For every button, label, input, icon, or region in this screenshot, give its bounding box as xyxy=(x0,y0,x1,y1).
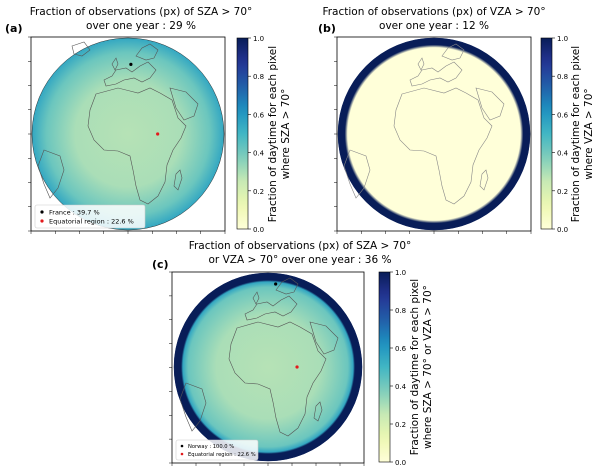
panel-b-europe-coast xyxy=(409,61,463,87)
panel-a-legend-label-1: Equatorial region : 22.6 % xyxy=(49,218,134,226)
colorbar-tick-label: 1.0 xyxy=(395,269,406,277)
panel-b-coastlines xyxy=(343,43,505,205)
panel-c-legend-label-0: Norway : 100.0 % xyxy=(188,444,234,450)
panel-b-madagascar-coast xyxy=(479,169,489,191)
panel-b-title-line1: Fraction of observations (px) of VZA > 7… xyxy=(322,6,545,18)
panel-a-south-america-coast xyxy=(37,149,65,199)
panel-a-legend-marker-1 xyxy=(40,219,44,223)
panel-a-madagascar-coast xyxy=(173,169,183,191)
panel-c-arabia-coast xyxy=(309,321,339,355)
panel-b-colorbar-ticks: 0.0 0.2 0.4 0.6 0.8 1.0 xyxy=(552,35,569,234)
panel-a-greenland-coast xyxy=(71,41,91,57)
panel-a-colorbar-ticks: 0.0 0.2 0.4 0.6 0.8 1.0 xyxy=(248,35,265,234)
panel-b-south-america-coast xyxy=(343,149,371,199)
site-marker-1 xyxy=(295,365,299,369)
panel-c-title-line1: Fraction of observations (px) of SZA > 7… xyxy=(189,240,412,252)
panel-c-frame-ticks xyxy=(169,271,365,466)
panel-a-disk xyxy=(31,37,225,231)
panel-a-britain-coast xyxy=(111,57,119,71)
panel-c-legend-label-1: Equatorial region : 22.6 % xyxy=(188,452,256,458)
panel-c-south-america-coast xyxy=(179,382,207,432)
panel-c-legend: Norway : 100.0 % Equatorial region : 22.… xyxy=(175,439,259,461)
panel-a-africa-coast xyxy=(87,87,187,205)
panel-c-madagascar-coast xyxy=(313,401,323,422)
panel-a-label: (a) xyxy=(5,22,22,35)
panel-c-label: (c) xyxy=(152,258,169,271)
panel-a-scandinavia-coast xyxy=(135,43,159,61)
site-marker-1 xyxy=(156,132,160,136)
panel-a-colorbar xyxy=(236,37,249,230)
colorbar-tick-label: 1.0 xyxy=(557,35,568,43)
panel-a-legend-marker-0 xyxy=(40,210,44,214)
panel-b-scandinavia-coast xyxy=(441,43,465,61)
panel-b-colorbar-label-line1: Fraction of daytime for each pixel xyxy=(570,46,582,222)
colorbar-tick-label: 0.8 xyxy=(253,73,264,81)
colorbar-tick-label: 0.0 xyxy=(557,226,568,234)
panel-c-legend-box xyxy=(175,439,259,461)
panel-c-scandinavia-coast xyxy=(275,277,299,295)
panel-b-title-line2: over one year : 12 % xyxy=(379,20,489,32)
panel-a-frame-ticks xyxy=(28,36,226,234)
panel-a-title-line1: Fraction of observations (px) of SZA > 7… xyxy=(30,6,253,18)
site-marker-0 xyxy=(129,62,133,66)
panel-c-africa-coast xyxy=(228,321,327,437)
colorbar-tick-label: 0.8 xyxy=(557,73,568,81)
colorbar-tick-label: 0.6 xyxy=(395,345,407,353)
colorbar-tick-label: 0.0 xyxy=(395,459,406,467)
panel-c-markers xyxy=(274,282,299,369)
colorbar-tick-label: 0.6 xyxy=(557,111,569,119)
colorbar-tick-label: 0.2 xyxy=(395,421,406,429)
panel-c-title-line2: or VZA > 70° over one year : 36 % xyxy=(208,254,391,266)
site-marker-0 xyxy=(274,282,278,286)
panel-c-colorbar-ticks: 0.0 0.2 0.4 0.6 0.8 1.0 xyxy=(390,269,407,467)
panel-b-colorbar-label-line2: where VZA > 70° xyxy=(583,88,595,179)
panel-c-legend-marker-1 xyxy=(180,452,184,456)
panel-b-africa-coast xyxy=(393,87,493,205)
panel-a-markers xyxy=(129,62,160,136)
colorbar-tick-label: 0.0 xyxy=(253,226,264,234)
panel-c-colorbar xyxy=(378,271,391,463)
panel-c-colorbar-label-line2: where SZA > 70° or VZA > 70° xyxy=(422,285,434,449)
panel-b-arabia-coast xyxy=(475,87,505,121)
colorbar-tick-label: 0.6 xyxy=(253,111,265,119)
colorbar-tick-label: 0.2 xyxy=(557,188,568,196)
panel-b-britain-coast xyxy=(417,57,425,71)
panel-b-colorbar xyxy=(540,37,553,230)
panel-a-colorbar-label-line1: Fraction of daytime for each pixel xyxy=(267,46,279,222)
panel-a-title-line2: over one year : 29 % xyxy=(86,20,196,32)
panel-a: (a) Fraction of observations (px) of SZA… xyxy=(5,6,292,234)
panel-b: (b) Fraction of observations (px) of VZA… xyxy=(318,6,595,234)
panel-c-coastlines xyxy=(179,277,339,437)
panel-a-legend-label-0: France : 39.7 % xyxy=(49,209,100,217)
panel-c: (c) Fraction of observations (px) of SZA… xyxy=(152,240,434,467)
colorbar-tick-label: 1.0 xyxy=(253,35,264,43)
panel-a-legend-box xyxy=(34,204,146,229)
panel-b-frame-ticks xyxy=(334,36,532,234)
panel-a-legend: France : 39.7 % Equatorial region : 22.6… xyxy=(34,204,146,229)
panel-c-colorbar-label-line1: Fraction of daytime for each pixel xyxy=(409,279,421,455)
colorbar-tick-label: 0.4 xyxy=(253,150,265,158)
panel-b-label: (b) xyxy=(318,22,336,35)
colorbar-tick-label: 0.8 xyxy=(395,307,406,315)
panel-a-europe-coast xyxy=(103,61,157,87)
panel-a-colorbar-label-line2: where SZA > 70° xyxy=(280,89,292,180)
panel-c-europe-coast xyxy=(244,295,298,321)
panel-c-disk xyxy=(173,272,363,462)
colorbar-tick-label: 0.4 xyxy=(557,150,569,158)
panel-a-arabia-coast xyxy=(169,87,199,121)
colorbar-tick-label: 0.2 xyxy=(253,188,264,196)
panel-c-legend-marker-0 xyxy=(180,444,184,448)
panel-a-coastlines xyxy=(37,41,199,205)
panel-b-disk xyxy=(337,37,531,231)
colorbar-tick-label: 0.4 xyxy=(395,383,407,391)
panel-c-britain-coast xyxy=(252,291,260,305)
